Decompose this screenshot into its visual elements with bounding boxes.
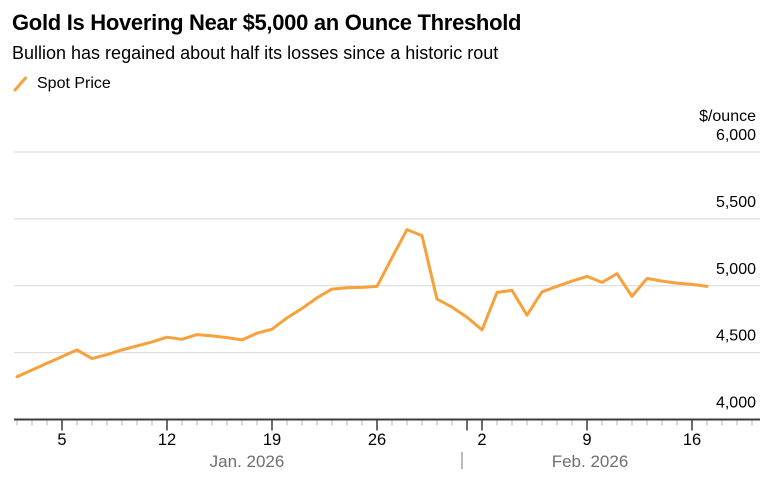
x-axis-day-label: 19 (263, 431, 281, 449)
chart-subtitle: Bullion has regained about half its loss… (12, 43, 499, 63)
legend: Spot Price (12, 75, 761, 93)
y-axis-tick-label: 5,500 (716, 194, 756, 211)
legend-label: Spot Price (37, 75, 111, 92)
y-axis-unit-label: $/ounce (699, 108, 756, 125)
spot-price-line (15, 228, 709, 379)
x-axis-day-label: 16 (683, 431, 701, 449)
x-axis-day-label: 2 (477, 431, 486, 449)
month-label-feb: Feb. 2026 (552, 452, 629, 471)
y-axis-tick-label: 4,500 (716, 328, 756, 345)
slash-icon-stroke (13, 76, 27, 92)
y-axis-tick-label: 4,000 (716, 395, 756, 412)
spot-price-slash-icon (13, 76, 27, 92)
x-axis-day-label: 9 (582, 431, 591, 449)
chart-title: Gold Is Hovering Near $5,000 an Ounce Th… (12, 10, 522, 35)
chart-header: Gold Is Hovering Near $5,000 an Ounce Th… (0, 0, 773, 93)
y-axis-tick-label: 6,000 (716, 127, 756, 144)
x-axis-day-label: 5 (57, 431, 66, 449)
y-axis-tick-label: 5,000 (716, 261, 756, 278)
month-label-jan: Jan. 2026 (210, 452, 285, 471)
line-chart-plot-area: 4,000 4,500 5,000 5,500 6,000 $/ounce 5 12 19 26 2… (14, 108, 760, 471)
x-axis-day-label: 26 (368, 431, 386, 449)
x-axis-day-label: 12 (158, 431, 176, 449)
